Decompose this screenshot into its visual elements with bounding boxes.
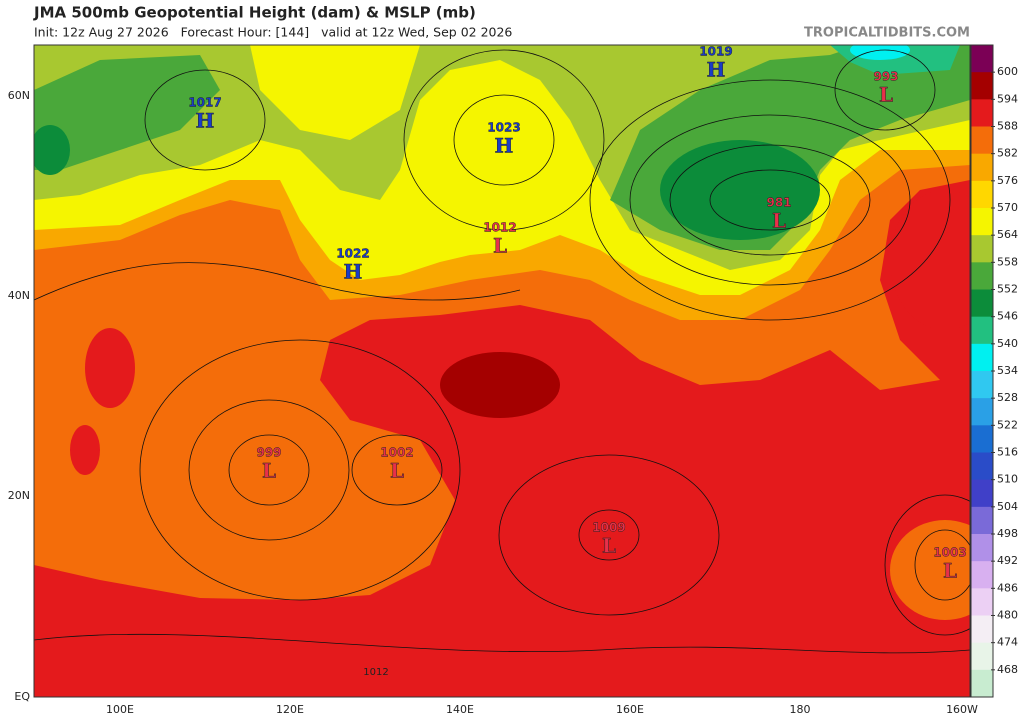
pressure-value: 1019 <box>699 45 732 59</box>
colorbar-label: 498 <box>997 527 1018 540</box>
colorbar-swatch <box>971 669 993 698</box>
colorbar-label: 546 <box>997 310 1018 323</box>
colorbar-label: 468 <box>997 663 1018 676</box>
colorbar-swatch <box>971 208 993 236</box>
pressure-value: 1009 <box>592 521 625 535</box>
pressure-center: L <box>943 559 957 583</box>
colorbar-label: 576 <box>997 174 1018 187</box>
colorbar-swatch <box>971 235 993 263</box>
pressure-value: 1012 <box>483 221 516 235</box>
colorbar-label: 474 <box>997 636 1018 649</box>
pressure-center: L <box>879 83 893 107</box>
lon-label: 160E <box>616 703 644 716</box>
map-area <box>34 45 970 697</box>
lon-label: 160W <box>946 703 978 716</box>
colorbar-label: 600 <box>997 65 1018 78</box>
pressure-center: H <box>196 109 215 133</box>
colorbar-label: 594 <box>997 92 1018 105</box>
colorbar-label: 540 <box>997 337 1018 350</box>
colorbar-label: 534 <box>997 364 1018 377</box>
pressure-value: 993 <box>873 70 898 84</box>
colorbar-swatch <box>971 371 993 399</box>
colorbar-label: 558 <box>997 255 1018 268</box>
lon-label: 100E <box>106 703 134 716</box>
band-588 <box>85 328 135 408</box>
lat-label: 20N <box>8 489 30 502</box>
title: JMA 500mb Geopotential Height (dam) & MS… <box>33 4 476 22</box>
colorbar-label: 564 <box>997 228 1018 241</box>
pressure-center: L <box>493 234 507 258</box>
band-558 <box>34 55 220 170</box>
colorbar-swatch <box>971 343 993 372</box>
colorbar-swatch <box>971 126 993 155</box>
pressure-value: 1023 <box>487 121 520 135</box>
colorbar-swatch <box>971 561 993 589</box>
colorbar-swatch <box>971 99 993 127</box>
pressure-center: H <box>344 260 363 284</box>
colorbar-label: 570 <box>997 201 1018 214</box>
pressure-center: L <box>772 209 786 233</box>
pressure-value: 1017 <box>188 96 221 110</box>
colorbar-swatch <box>971 479 993 508</box>
colorbar-swatch <box>971 425 993 453</box>
colorbar-label: 588 <box>997 120 1018 133</box>
colorbar-label: 552 <box>997 283 1018 296</box>
colorbar-label: 486 <box>997 581 1018 594</box>
band-552 <box>660 140 820 240</box>
band-570 <box>250 45 420 140</box>
colorbar-swatch <box>971 316 993 345</box>
band-582 <box>890 520 970 620</box>
colorbar-swatch <box>971 588 993 616</box>
subtitle: Init: 12z Aug 27 2026 Forecast Hour: [14… <box>34 25 512 40</box>
pressure-center: L <box>262 459 276 483</box>
pressure-value: 1003 <box>933 546 966 560</box>
pressure-value: 1002 <box>380 446 413 460</box>
colorbar-swatch <box>971 262 993 290</box>
pressure-center: L <box>602 534 616 558</box>
colorbar-swatch <box>971 398 993 426</box>
colorbar-swatch <box>971 615 993 644</box>
colorbar-label: 492 <box>997 554 1018 567</box>
band-588 <box>890 190 970 330</box>
colorbar-label: 528 <box>997 391 1018 404</box>
site-credit: TROPICALTIDBITS.COM <box>804 26 970 41</box>
colorbar-swatch <box>971 180 993 209</box>
colorbar-swatch <box>971 452 993 481</box>
pressure-center: L <box>390 459 404 483</box>
lat-label: EQ <box>14 690 30 703</box>
colorbar-swatch <box>971 153 993 182</box>
colorbar-label: 582 <box>997 147 1018 160</box>
colorbar-swatch <box>971 289 993 318</box>
colorbar-swatch <box>971 534 993 562</box>
band-588 <box>70 425 100 475</box>
lon-label: 180 <box>790 703 811 716</box>
map-frame <box>33 44 971 698</box>
pressure-value: 981 <box>766 196 791 210</box>
band-594 <box>440 352 560 418</box>
pressure-center: H <box>495 134 514 158</box>
contour-label: 1012 <box>363 667 388 678</box>
colorbar-swatch <box>971 642 993 671</box>
band-552 <box>34 125 70 175</box>
lon-label: 140E <box>446 703 474 716</box>
colorbar-label: 480 <box>997 609 1018 622</box>
colorbar-label: 510 <box>997 473 1018 486</box>
colorbar-label: 516 <box>997 446 1018 459</box>
lat-label: 60N <box>8 89 30 102</box>
colorbar-swatch <box>971 72 993 100</box>
pressure-value: 999 <box>256 446 281 460</box>
colorbar-label: 504 <box>997 500 1018 513</box>
band-540 <box>850 45 910 60</box>
lon-label: 120E <box>276 703 304 716</box>
colorbar-label: 522 <box>997 418 1018 431</box>
colorbar-swatch <box>971 45 993 73</box>
pressure-center: H <box>707 58 726 82</box>
lat-label: 40N <box>8 289 30 302</box>
pressure-value: 1022 <box>336 247 369 261</box>
isobars <box>34 49 970 654</box>
colorbar-swatch <box>971 506 993 535</box>
